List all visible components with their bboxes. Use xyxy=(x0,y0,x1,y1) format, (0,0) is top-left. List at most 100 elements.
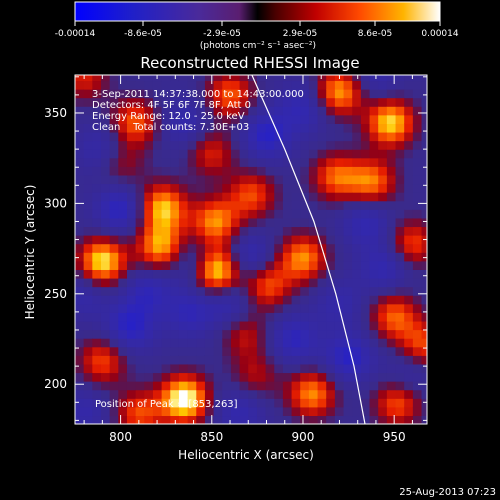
heatmap-cell xyxy=(404,75,414,82)
heatmap-cell xyxy=(300,252,310,262)
heatmap-cell xyxy=(239,415,249,424)
heatmap-cell xyxy=(256,286,267,296)
heatmap-cell xyxy=(308,106,319,116)
heatmap-cell xyxy=(100,295,111,305)
heatmap-cell xyxy=(144,381,154,391)
heatmap-cell xyxy=(282,269,293,279)
heatmap-cell xyxy=(204,131,215,142)
heatmap-cell xyxy=(360,106,371,116)
heatmap-cell xyxy=(308,157,319,167)
heatmap-cell xyxy=(395,131,405,142)
heatmap-cell xyxy=(161,329,171,339)
heatmap-cell xyxy=(161,389,171,399)
heatmap-cell xyxy=(291,338,301,348)
heatmap-cell xyxy=(412,80,423,90)
heatmap-cell xyxy=(248,217,258,228)
heatmap-cell xyxy=(213,269,223,279)
heatmap-cell xyxy=(412,269,423,279)
heatmap-cell xyxy=(412,406,423,417)
heatmap-cell xyxy=(152,123,163,133)
heatmap-cell xyxy=(378,406,388,417)
heatmap-cell xyxy=(421,166,427,176)
heatmap-cell xyxy=(230,106,241,116)
heatmap-cell xyxy=(187,295,197,305)
heatmap-cell xyxy=(213,80,223,90)
heatmap-cell xyxy=(334,157,345,167)
heatmap-cell xyxy=(300,320,310,331)
heatmap-cell xyxy=(369,80,379,90)
heatmap-cell xyxy=(404,157,414,167)
heatmap-cell xyxy=(317,200,327,210)
heatmap-cell xyxy=(118,277,128,288)
heatmap-cell xyxy=(360,346,371,356)
heatmap-cell xyxy=(152,75,163,82)
heatmap-cell xyxy=(83,123,93,133)
heatmap-cell xyxy=(291,183,301,193)
heatmap-cell xyxy=(378,320,388,331)
heatmap-cell xyxy=(378,209,388,219)
heatmap-cell xyxy=(161,269,171,279)
heatmap-cell xyxy=(144,200,154,210)
heatmap-cell xyxy=(100,372,111,382)
heatmap-cell xyxy=(230,320,241,331)
heatmap-cell xyxy=(317,355,327,365)
heatmap-cell xyxy=(412,89,423,99)
heatmap-cell xyxy=(187,192,197,202)
heatmap-cell xyxy=(412,260,423,270)
heatmap-cell xyxy=(152,149,163,159)
heatmap-cell xyxy=(109,106,119,116)
heatmap-cell xyxy=(222,286,232,296)
heatmap-cell xyxy=(386,149,397,159)
heatmap-cell xyxy=(300,295,310,305)
heatmap-cell xyxy=(412,398,423,408)
heatmap-cell xyxy=(386,106,397,116)
heatmap-cell xyxy=(404,415,414,424)
heatmap-cell xyxy=(92,303,102,313)
heatmap-cell xyxy=(317,260,327,270)
heatmap-cell xyxy=(265,320,275,331)
heatmap-cell xyxy=(222,200,232,210)
heatmap-cell xyxy=(282,243,293,253)
heatmap-cell xyxy=(421,200,427,210)
heatmap-cell xyxy=(144,243,154,253)
heatmap-cell xyxy=(126,243,137,253)
heatmap-cell xyxy=(265,183,275,193)
heatmap-cell xyxy=(92,200,102,210)
heatmap-cell xyxy=(161,157,171,167)
heatmap-cell xyxy=(118,346,128,356)
heatmap-cell xyxy=(92,355,102,365)
heatmap-cell xyxy=(100,140,111,150)
heatmap-cell xyxy=(265,192,275,202)
heatmap-cell xyxy=(230,355,241,365)
heatmap-cell xyxy=(83,114,93,124)
heatmap-cell xyxy=(421,277,427,288)
heatmap-cell xyxy=(204,174,215,185)
heatmap-cell xyxy=(291,415,301,424)
heatmap-cell xyxy=(144,277,154,288)
heatmap-cell xyxy=(118,260,128,270)
heatmap-cell xyxy=(360,174,371,185)
heatmap-cell xyxy=(326,183,336,193)
heatmap-cell xyxy=(204,372,215,382)
heatmap-cell xyxy=(135,209,145,219)
heatmap-cell xyxy=(291,75,301,82)
heatmap-cell xyxy=(352,200,362,210)
heatmap-cell xyxy=(352,363,362,374)
heatmap-cell xyxy=(404,269,414,279)
heatmap-cell xyxy=(75,346,85,356)
heatmap-cell xyxy=(196,329,206,339)
heatmap-cell xyxy=(421,106,427,116)
heatmap-cell xyxy=(83,149,93,159)
heatmap-cell xyxy=(274,149,284,159)
heatmap-cell xyxy=(308,114,319,124)
heatmap-cell xyxy=(83,398,93,408)
heatmap-cell xyxy=(256,338,267,348)
heatmap-cell xyxy=(308,277,319,288)
heatmap-cell xyxy=(170,355,180,365)
heatmap-cell xyxy=(170,406,180,417)
heatmap-cell xyxy=(378,75,388,82)
heatmap-cell xyxy=(100,243,111,253)
heatmap-cell xyxy=(421,192,427,202)
heatmap-cell xyxy=(83,286,93,296)
heatmap-cell xyxy=(187,235,197,245)
